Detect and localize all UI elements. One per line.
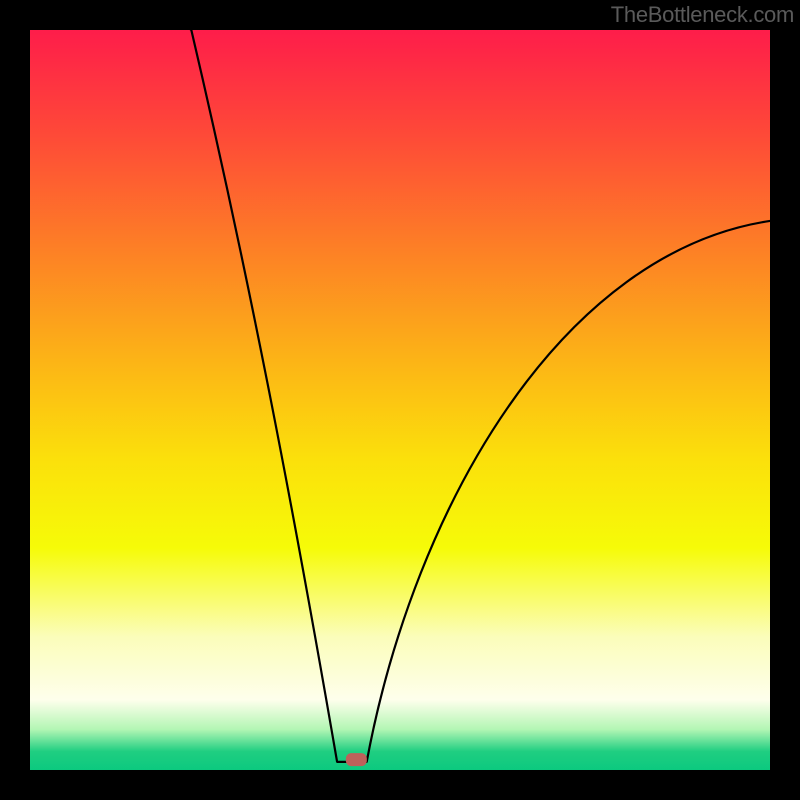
minimum-marker: [346, 754, 366, 766]
bottleneck-curve-chart: [0, 0, 800, 800]
chart-container: TheBottleneck.com: [0, 0, 800, 800]
gradient-background: [30, 30, 770, 770]
watermark-text: TheBottleneck.com: [611, 2, 794, 28]
